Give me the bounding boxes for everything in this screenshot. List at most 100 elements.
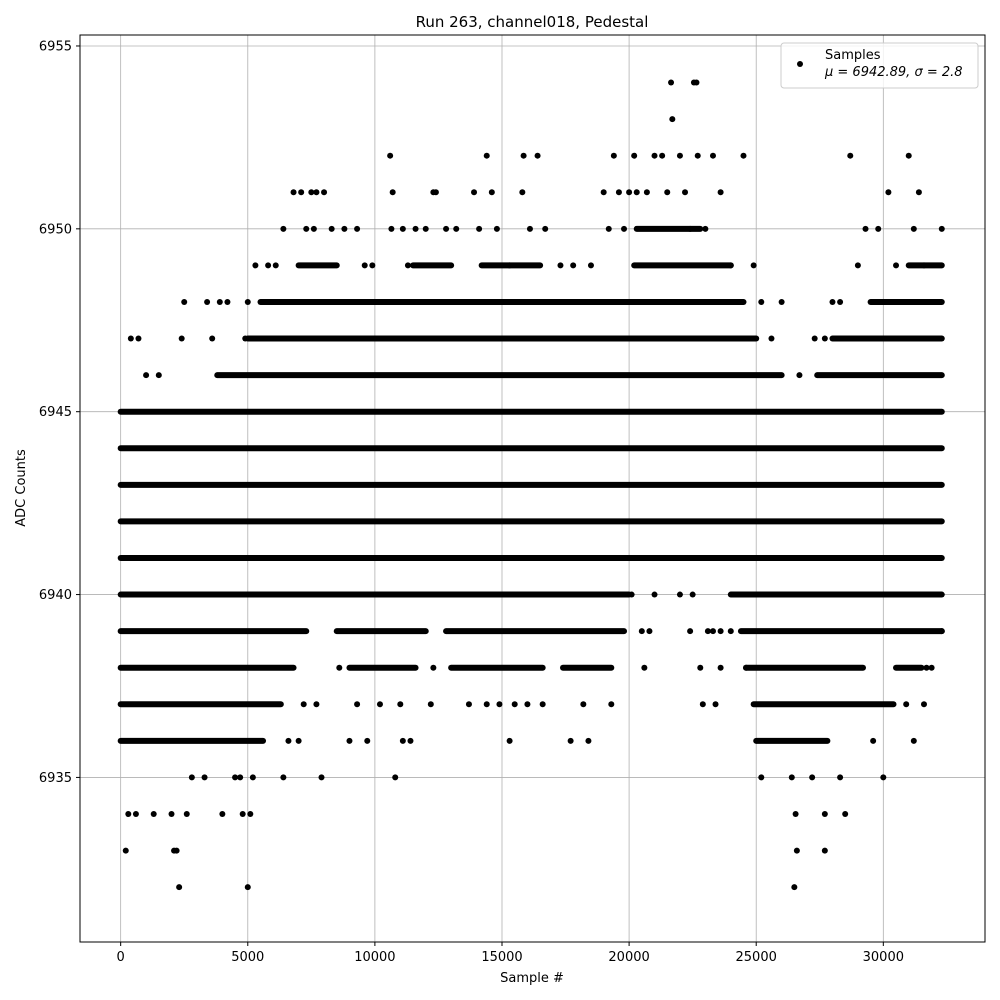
data-point <box>727 262 734 269</box>
data-point <box>524 701 531 708</box>
data-point <box>821 810 828 817</box>
data-point <box>346 737 353 744</box>
legend: Samples μ = 6942.89, σ = 2.8 <box>780 42 979 89</box>
data-band <box>117 481 945 488</box>
data-point <box>699 701 706 708</box>
data-point <box>247 810 254 817</box>
data-point <box>938 628 945 635</box>
data-point <box>407 737 414 744</box>
data-point <box>176 884 183 891</box>
data-point <box>837 298 844 305</box>
data-point <box>651 152 658 159</box>
data-point <box>318 774 325 781</box>
data-point <box>178 335 185 342</box>
x-tick-label: 25000 <box>736 950 777 965</box>
data-point <box>354 701 361 708</box>
data-band <box>750 701 897 708</box>
x-tick-label: 20000 <box>608 950 649 965</box>
data-band <box>631 262 734 269</box>
data-point <box>280 774 287 781</box>
legend-stats: μ = 6942.89, σ = 2.8 <box>824 65 963 80</box>
data-point <box>847 152 854 159</box>
data-point <box>750 262 757 269</box>
data-point <box>809 774 816 781</box>
data-point <box>687 225 694 232</box>
data-band <box>443 628 628 635</box>
data-band <box>727 591 945 598</box>
data-point <box>427 701 434 708</box>
data-point <box>676 591 683 598</box>
data-point <box>125 810 132 817</box>
data-point <box>272 262 279 269</box>
data-point <box>252 262 259 269</box>
data-point <box>155 372 162 379</box>
data-point <box>298 189 305 196</box>
data-point <box>242 335 249 342</box>
legend-marker <box>797 61 803 67</box>
legend-series-name: Samples <box>825 48 881 63</box>
data-point <box>295 737 302 744</box>
data-point <box>600 189 607 196</box>
data-point <box>791 884 798 891</box>
data-point <box>709 152 716 159</box>
data-point <box>821 335 828 342</box>
data-point <box>788 774 795 781</box>
data-point <box>453 225 460 232</box>
data-point <box>422 225 429 232</box>
data-band <box>814 372 945 379</box>
data-point <box>183 810 190 817</box>
data-point <box>910 225 917 232</box>
data-point <box>903 701 910 708</box>
data-point <box>539 701 546 708</box>
data-point <box>585 737 592 744</box>
data-point <box>127 335 134 342</box>
data-point <box>923 664 930 671</box>
data-point <box>519 189 526 196</box>
data-point <box>224 298 231 305</box>
data-point <box>471 189 478 196</box>
data-point <box>905 152 912 159</box>
data-point <box>638 628 645 635</box>
data-point <box>687 628 694 635</box>
data-point <box>201 774 208 781</box>
axis-ticks: 0 5000 10000 15000 20000 25000 30000 6935 6940 69… <box>39 39 904 965</box>
data-band <box>117 628 310 635</box>
data-point <box>188 774 195 781</box>
data-point <box>768 335 775 342</box>
data-point <box>717 664 724 671</box>
data-point <box>399 225 406 232</box>
data-point <box>829 298 836 305</box>
data-band <box>295 262 340 269</box>
data-point <box>388 225 395 232</box>
data-band <box>346 664 419 671</box>
data-point <box>646 628 653 635</box>
data-point <box>557 262 564 269</box>
data-point <box>920 262 927 269</box>
data-point <box>265 262 272 269</box>
data-point <box>476 225 483 232</box>
data-point <box>676 152 683 159</box>
data-band <box>117 408 945 415</box>
data-point <box>143 372 150 379</box>
data-point <box>392 774 399 781</box>
y-tick-label: 6950 <box>39 222 72 237</box>
data-point <box>313 701 320 708</box>
data-point <box>285 737 292 744</box>
data-band <box>117 737 267 744</box>
data-point <box>811 335 818 342</box>
data-point <box>743 664 750 671</box>
data-points <box>117 79 945 891</box>
data-band <box>893 664 925 671</box>
data-point <box>249 774 256 781</box>
data-point <box>308 189 315 196</box>
data-point <box>796 372 803 379</box>
data-point <box>587 262 594 269</box>
data-point <box>792 810 799 817</box>
data-point <box>893 262 900 269</box>
axes-frame <box>79 34 986 943</box>
data-point <box>430 664 437 671</box>
data-point <box>204 298 211 305</box>
data-point <box>209 335 216 342</box>
data-band <box>753 737 831 744</box>
